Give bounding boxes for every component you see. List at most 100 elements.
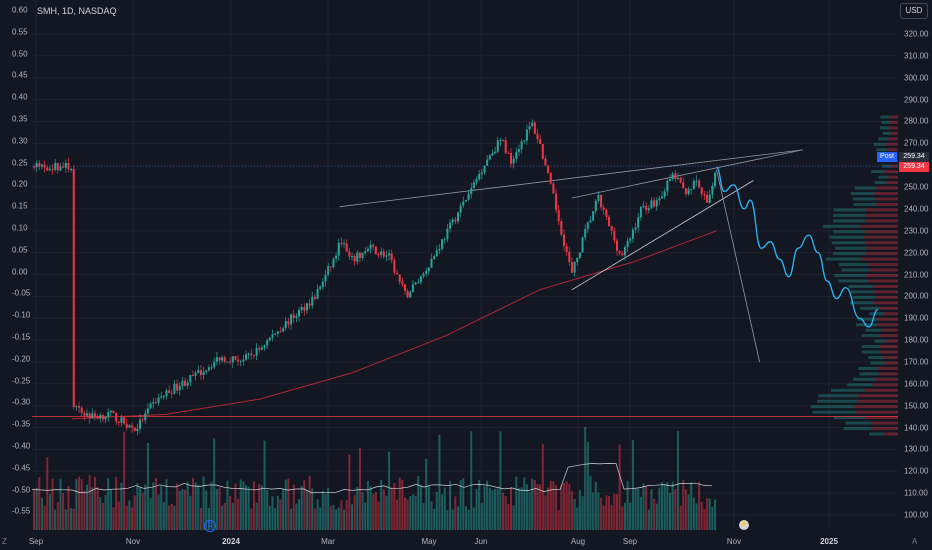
- volume-bar: [279, 499, 282, 530]
- candle-body: [255, 347, 258, 356]
- candle-body: [136, 428, 139, 432]
- left-tick-label: -0.45: [12, 463, 31, 473]
- candle-body: [96, 416, 99, 419]
- volume-bar: [411, 494, 414, 530]
- sma-long-line: [71, 230, 717, 420]
- volume-profile-bar: [857, 317, 878, 321]
- currency-button[interactable]: USD: [900, 3, 928, 19]
- candle-body: [377, 254, 380, 256]
- volume-bar: [282, 488, 285, 530]
- volume-bar: [141, 492, 144, 530]
- candle-body: [602, 207, 605, 210]
- volume-bar: [287, 478, 290, 530]
- volume-bar: [600, 497, 603, 530]
- candle-body: [443, 239, 446, 241]
- volume-profile-bar: [822, 224, 861, 228]
- candle-body: [361, 253, 364, 258]
- volume-bar: [133, 495, 136, 530]
- volume-profile-bar: [884, 361, 898, 365]
- candle-body: [115, 412, 118, 422]
- candle-body: [438, 249, 441, 251]
- candle-body: [372, 244, 375, 247]
- volume-bar: [464, 506, 467, 530]
- candle-body: [417, 282, 420, 284]
- candle-body: [594, 200, 597, 212]
- candle-body: [250, 353, 253, 356]
- lightning-event-icon[interactable]: ⚡: [739, 520, 749, 530]
- candle-body: [38, 163, 41, 167]
- volume-profile-bar: [887, 148, 898, 152]
- volume-bar: [639, 496, 642, 530]
- volume-bar: [711, 506, 714, 530]
- timezone-button[interactable]: Z: [2, 537, 7, 546]
- volume-profile-bar: [882, 164, 891, 168]
- volume-bar: [83, 490, 86, 530]
- volume-bar: [597, 492, 600, 530]
- candle-body: [213, 361, 216, 368]
- price-tick-label: 190.00: [904, 313, 929, 323]
- candle-body: [462, 201, 465, 206]
- volume-profile-bar: [876, 186, 898, 190]
- price-tick-label: 310.00: [904, 51, 929, 61]
- volume-bar: [101, 502, 104, 530]
- price-tick-label: 230.00: [904, 226, 929, 236]
- volume-bar: [250, 508, 253, 530]
- volume-profile-bar: [869, 268, 898, 272]
- candle-body: [260, 347, 263, 350]
- volume-bar: [300, 485, 303, 530]
- volume-bar: [637, 488, 640, 530]
- volume-bar: [475, 489, 478, 530]
- volume-profile-bar: [860, 224, 898, 228]
- volume-bar: [258, 483, 261, 530]
- candle-body: [207, 367, 210, 371]
- candle-body: [327, 266, 330, 275]
- price-tick-label: 290.00: [904, 95, 929, 105]
- volume-bar: [687, 494, 690, 530]
- candle-body: [494, 151, 497, 154]
- candle-body: [406, 290, 409, 298]
- volume-profile-bar: [850, 290, 875, 294]
- candle-body: [351, 255, 353, 257]
- candle-body: [152, 402, 155, 404]
- candle-body: [263, 345, 266, 348]
- volume-bar: [449, 480, 452, 530]
- candle-body: [690, 188, 693, 190]
- volume-profile-bar: [833, 252, 866, 256]
- volume-profile-bar: [817, 399, 858, 403]
- candle-body: [552, 183, 555, 194]
- volume-bar: [210, 481, 213, 530]
- candle-body: [504, 140, 507, 154]
- auto-scale-button[interactable]: A: [912, 537, 918, 546]
- volume-bar: [202, 476, 205, 530]
- volume-profile-bar: [865, 208, 898, 212]
- volume-bar: [64, 509, 67, 530]
- volume-profile-bar: [875, 197, 898, 201]
- candle-body: [282, 328, 285, 332]
- candle-body: [239, 361, 242, 363]
- volume-bar: [43, 506, 46, 530]
- upper-trendline: [339, 149, 803, 208]
- candle-body: [226, 361, 229, 363]
- volume-profile-bar: [812, 410, 856, 414]
- volume-bar: [621, 506, 624, 530]
- volume-bar: [531, 479, 534, 530]
- left-tick-label: 0.10: [12, 223, 28, 233]
- candle-body: [43, 164, 46, 168]
- candle-body: [433, 256, 436, 259]
- volume-profile-bar: [884, 170, 898, 174]
- candle-body: [146, 408, 149, 414]
- dividend-event-icon[interactable]: D: [204, 520, 216, 532]
- volume-bar: [93, 476, 96, 530]
- candle-body: [139, 419, 141, 429]
- candle-body: [459, 205, 462, 213]
- post-market-price: 259.34: [899, 152, 929, 162]
- volume-bar: [146, 442, 149, 530]
- volume-profile-bar: [881, 120, 890, 124]
- volume-bar: [695, 503, 698, 530]
- candle-body: [72, 169, 75, 407]
- volume-bar: [576, 507, 579, 530]
- candle-body: [496, 140, 499, 152]
- volume-profile-bar: [853, 202, 876, 206]
- volume-bar: [679, 505, 682, 530]
